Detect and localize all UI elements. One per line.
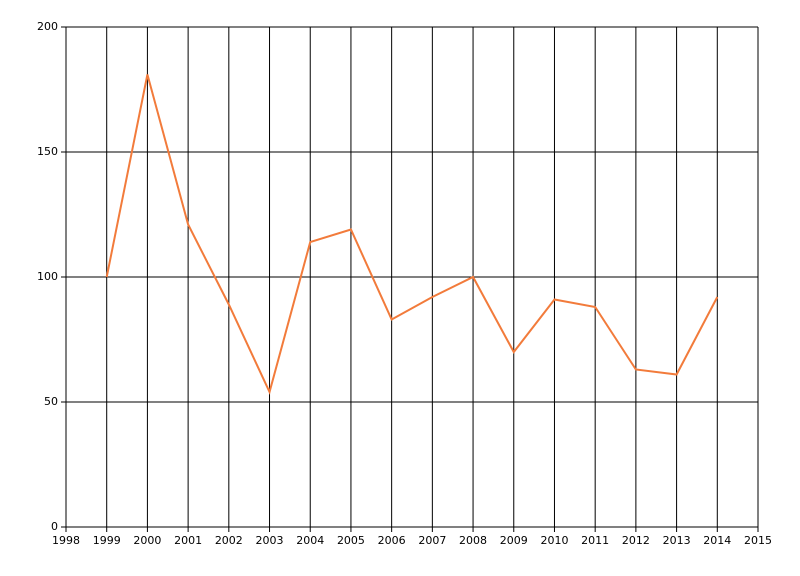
x-tick-label: 2005 bbox=[337, 534, 365, 547]
x-tick-label: 1999 bbox=[93, 534, 121, 547]
x-tick-label: 2007 bbox=[418, 534, 446, 547]
x-tick-label: 2010 bbox=[540, 534, 568, 547]
y-tick-label: 150 bbox=[37, 145, 58, 158]
x-tick-label: 2014 bbox=[703, 534, 731, 547]
x-tick-label: 2011 bbox=[581, 534, 609, 547]
y-tick-label: 50 bbox=[44, 395, 58, 408]
x-tick-label: 2012 bbox=[622, 534, 650, 547]
x-tick-label: 2009 bbox=[500, 534, 528, 547]
x-tick-label: 2004 bbox=[296, 534, 324, 547]
x-tick-label: 2001 bbox=[174, 534, 202, 547]
x-tick-label: 2002 bbox=[215, 534, 243, 547]
x-tick-label: 2006 bbox=[378, 534, 406, 547]
x-tick-label: 2000 bbox=[133, 534, 161, 547]
x-tick-label: 2013 bbox=[663, 534, 691, 547]
x-tick-label: 2008 bbox=[459, 534, 487, 547]
x-tick-label: 2003 bbox=[256, 534, 284, 547]
y-tick-label: 200 bbox=[37, 20, 58, 33]
y-tick-label: 0 bbox=[51, 520, 58, 533]
x-tick-label: 2015 bbox=[744, 534, 772, 547]
x-tick-label: 1998 bbox=[52, 534, 80, 547]
y-tick-label: 100 bbox=[37, 270, 58, 283]
line-series bbox=[105, 74, 719, 395]
